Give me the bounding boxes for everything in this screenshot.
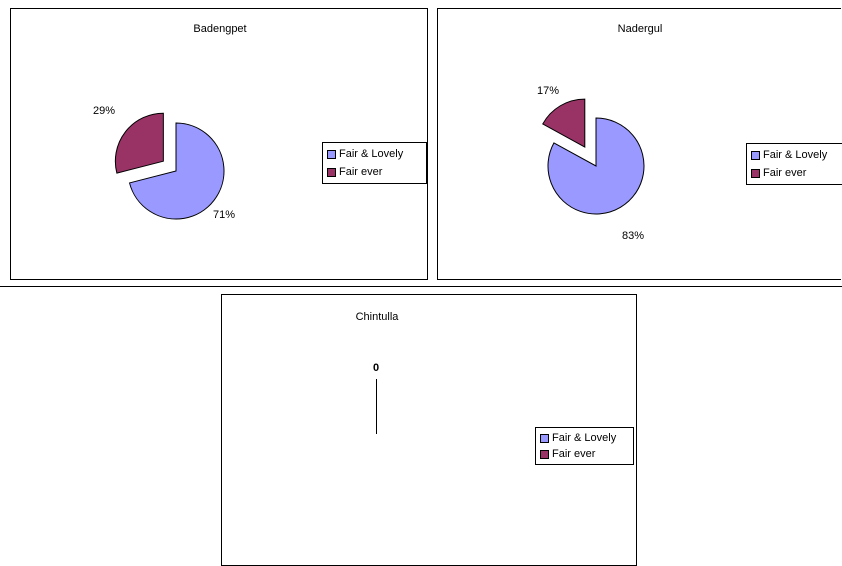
legend-item-fair-lovely: Fair & Lovely [751, 146, 839, 164]
chart-panel-nadergul: Nadergul 17% 83% Fair & Lovely Fair ever [437, 8, 842, 280]
legend-item-fair-ever: Fair ever [327, 163, 422, 181]
pie-svg [542, 98, 645, 215]
legend-label: Fair ever [552, 448, 596, 460]
pie-slice-fair-lovely [547, 117, 645, 215]
data-label-fair-lovely: 83% [622, 230, 645, 242]
legend-swatch [540, 433, 549, 443]
legend-label: Fair & Lovely [552, 432, 617, 444]
legend-item-fair-ever: Fair ever [540, 446, 629, 462]
legend: Fair & Lovely Fair ever [535, 427, 634, 465]
legend-swatch [327, 149, 336, 159]
data-label-fair-lovely: 71% [213, 209, 236, 221]
legend-item-fair-lovely: Fair & Lovely [327, 145, 422, 163]
legend-swatch [751, 150, 760, 160]
legend-label: Fair ever [763, 167, 807, 179]
pie-slice-fair-ever [542, 98, 586, 148]
legend: Fair & Lovely Fair ever [322, 142, 427, 184]
pie-svg [114, 112, 225, 220]
legend: Fair & Lovely Fair ever [746, 143, 842, 185]
chart-title: Chintulla [355, 311, 399, 323]
legend-swatch [327, 167, 336, 177]
legend-item-fair-ever: Fair ever [751, 164, 839, 182]
legend-swatch [540, 449, 549, 459]
legend-swatch [751, 168, 760, 178]
pie-slice-fair-ever [114, 112, 164, 174]
data-label-fair-ever: 29% [93, 105, 116, 117]
legend-item-fair-lovely: Fair & Lovely [540, 430, 629, 446]
legend-label: Fair & Lovely [339, 148, 404, 160]
legend-label: Fair ever [339, 166, 383, 178]
chart-title: Nadergul [617, 23, 663, 35]
leader-line [376, 379, 377, 434]
pie-slice-fair-lovely [128, 122, 225, 220]
data-label-fair-ever: 17% [537, 85, 560, 97]
chart-title: Badengpet [193, 23, 247, 35]
data-label: 0 [373, 362, 380, 374]
chart-panel-badengpet: Badengpet 29% 71% Fair & Lovely Fair eve… [10, 8, 428, 280]
divider-line [0, 286, 842, 287]
chart-panel-chintulla: Chintulla 0 Fair & Lovely Fair ever [221, 294, 637, 566]
legend-label: Fair & Lovely [763, 149, 828, 161]
